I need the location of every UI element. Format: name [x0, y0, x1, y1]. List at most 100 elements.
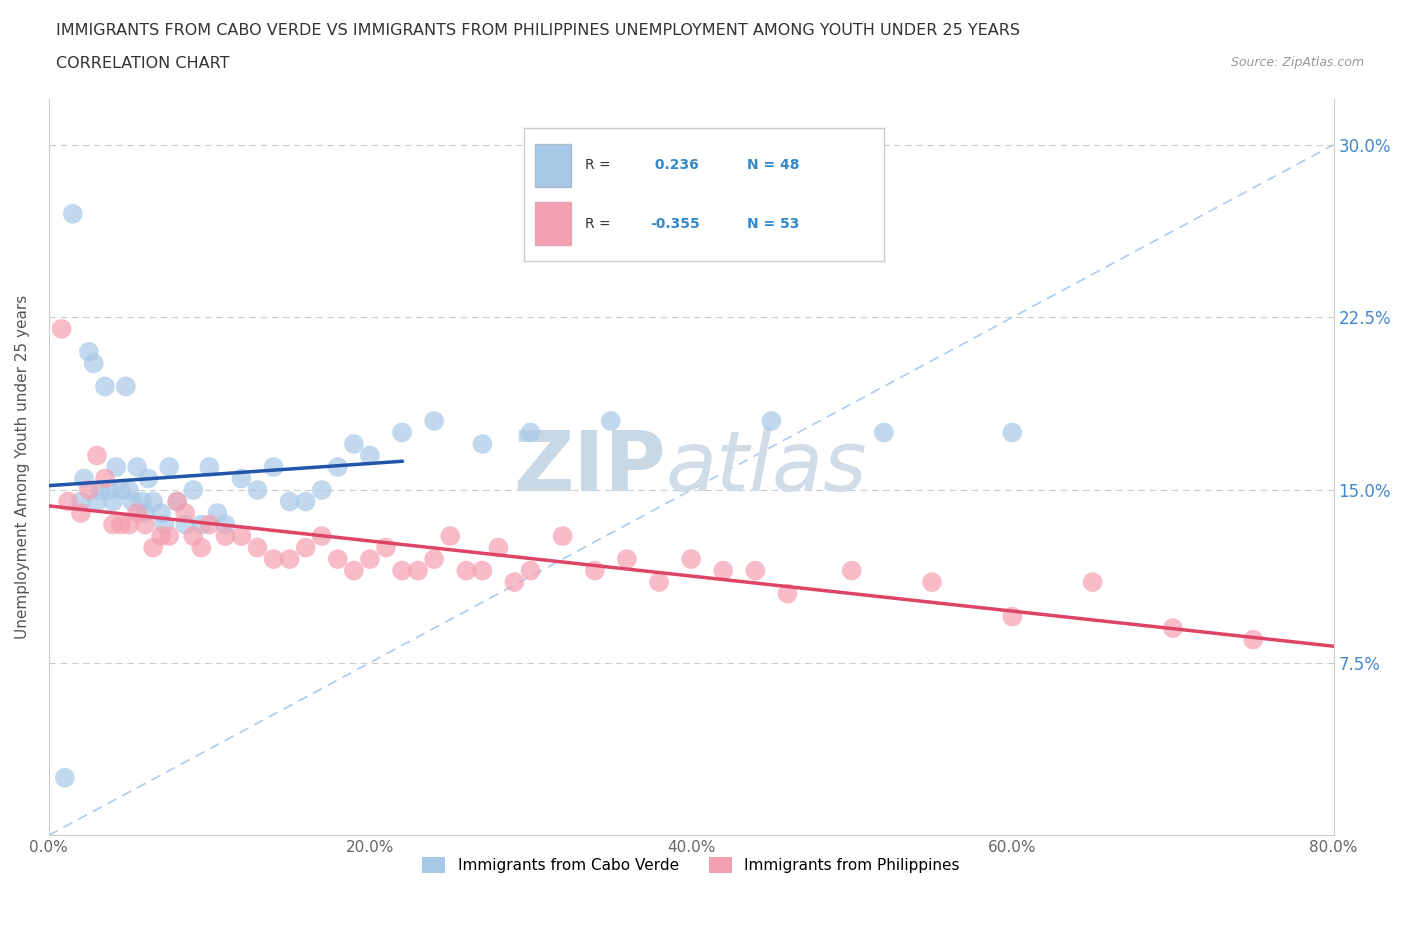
Point — [62, 206, 84, 221]
Point — [1081, 575, 1104, 590]
Point — [278, 494, 301, 509]
Point — [744, 564, 766, 578]
Point — [110, 517, 132, 532]
Point — [136, 472, 159, 486]
Point — [174, 517, 197, 532]
Point — [471, 564, 494, 578]
Text: Source: ZipAtlas.com: Source: ZipAtlas.com — [1230, 56, 1364, 69]
Point — [53, 770, 76, 785]
Point — [166, 494, 188, 509]
Point — [134, 517, 156, 532]
Point — [648, 575, 671, 590]
Point — [190, 517, 212, 532]
Point — [343, 436, 366, 451]
Point — [519, 425, 541, 440]
Point — [423, 414, 446, 429]
Point — [89, 483, 111, 498]
Point — [101, 494, 124, 509]
Point — [294, 540, 316, 555]
Point — [873, 425, 896, 440]
Point — [583, 564, 606, 578]
Point — [681, 551, 703, 566]
Point — [214, 528, 236, 543]
Point — [1161, 620, 1184, 635]
Point — [142, 540, 165, 555]
Point — [118, 517, 141, 532]
Point — [77, 483, 100, 498]
Point — [134, 506, 156, 521]
Point — [181, 483, 204, 498]
Point — [56, 494, 79, 509]
Point — [471, 436, 494, 451]
Point — [181, 528, 204, 543]
Point — [375, 540, 398, 555]
Point — [86, 448, 108, 463]
Point — [190, 540, 212, 555]
Point — [125, 506, 148, 521]
Point — [263, 459, 285, 474]
Text: IMMIGRANTS FROM CABO VERDE VS IMMIGRANTS FROM PHILIPPINES UNEMPLOYMENT AMONG YOU: IMMIGRANTS FROM CABO VERDE VS IMMIGRANTS… — [56, 23, 1021, 38]
Point — [198, 459, 221, 474]
Point — [391, 425, 413, 440]
Point — [94, 379, 117, 394]
Point — [246, 540, 269, 555]
Point — [246, 483, 269, 498]
Point — [921, 575, 943, 590]
Point — [231, 472, 253, 486]
Point — [599, 414, 621, 429]
Point — [391, 564, 413, 578]
Point — [761, 414, 783, 429]
Point — [174, 506, 197, 521]
Point — [486, 540, 509, 555]
Text: CORRELATION CHART: CORRELATION CHART — [56, 56, 229, 71]
Point — [118, 483, 141, 498]
Point — [1001, 609, 1024, 624]
Point — [1001, 425, 1024, 440]
Point — [114, 379, 136, 394]
Point — [51, 322, 73, 337]
Point — [166, 494, 188, 509]
Point — [83, 356, 105, 371]
Point — [616, 551, 638, 566]
Point — [207, 506, 229, 521]
Point — [519, 564, 541, 578]
Point — [110, 483, 132, 498]
Point — [456, 564, 478, 578]
Point — [86, 494, 108, 509]
Point — [294, 494, 316, 509]
Point — [503, 575, 526, 590]
Point — [150, 528, 173, 543]
Point — [77, 344, 100, 359]
Point — [326, 459, 349, 474]
Point — [121, 494, 143, 509]
Point — [326, 551, 349, 566]
Point — [157, 528, 180, 543]
Point — [150, 506, 173, 521]
Point — [776, 586, 799, 601]
Point — [406, 564, 429, 578]
Point — [153, 517, 176, 532]
Point — [73, 472, 96, 486]
Point — [70, 494, 93, 509]
Point — [439, 528, 461, 543]
Point — [101, 517, 124, 532]
Point — [311, 528, 333, 543]
Point — [142, 494, 165, 509]
Point — [94, 472, 117, 486]
Point — [711, 564, 734, 578]
Point — [231, 528, 253, 543]
Legend: Immigrants from Cabo Verde, Immigrants from Philippines: Immigrants from Cabo Verde, Immigrants f… — [416, 851, 966, 879]
Point — [1241, 632, 1264, 647]
Point — [551, 528, 574, 543]
Point — [98, 483, 121, 498]
Point — [105, 459, 128, 474]
Y-axis label: Unemployment Among Youth under 25 years: Unemployment Among Youth under 25 years — [15, 295, 30, 639]
Text: atlas: atlas — [665, 427, 868, 508]
Point — [131, 494, 153, 509]
Point — [157, 459, 180, 474]
Point — [214, 517, 236, 532]
Text: ZIP: ZIP — [513, 427, 665, 508]
Point — [278, 551, 301, 566]
Point — [263, 551, 285, 566]
Point — [70, 506, 93, 521]
